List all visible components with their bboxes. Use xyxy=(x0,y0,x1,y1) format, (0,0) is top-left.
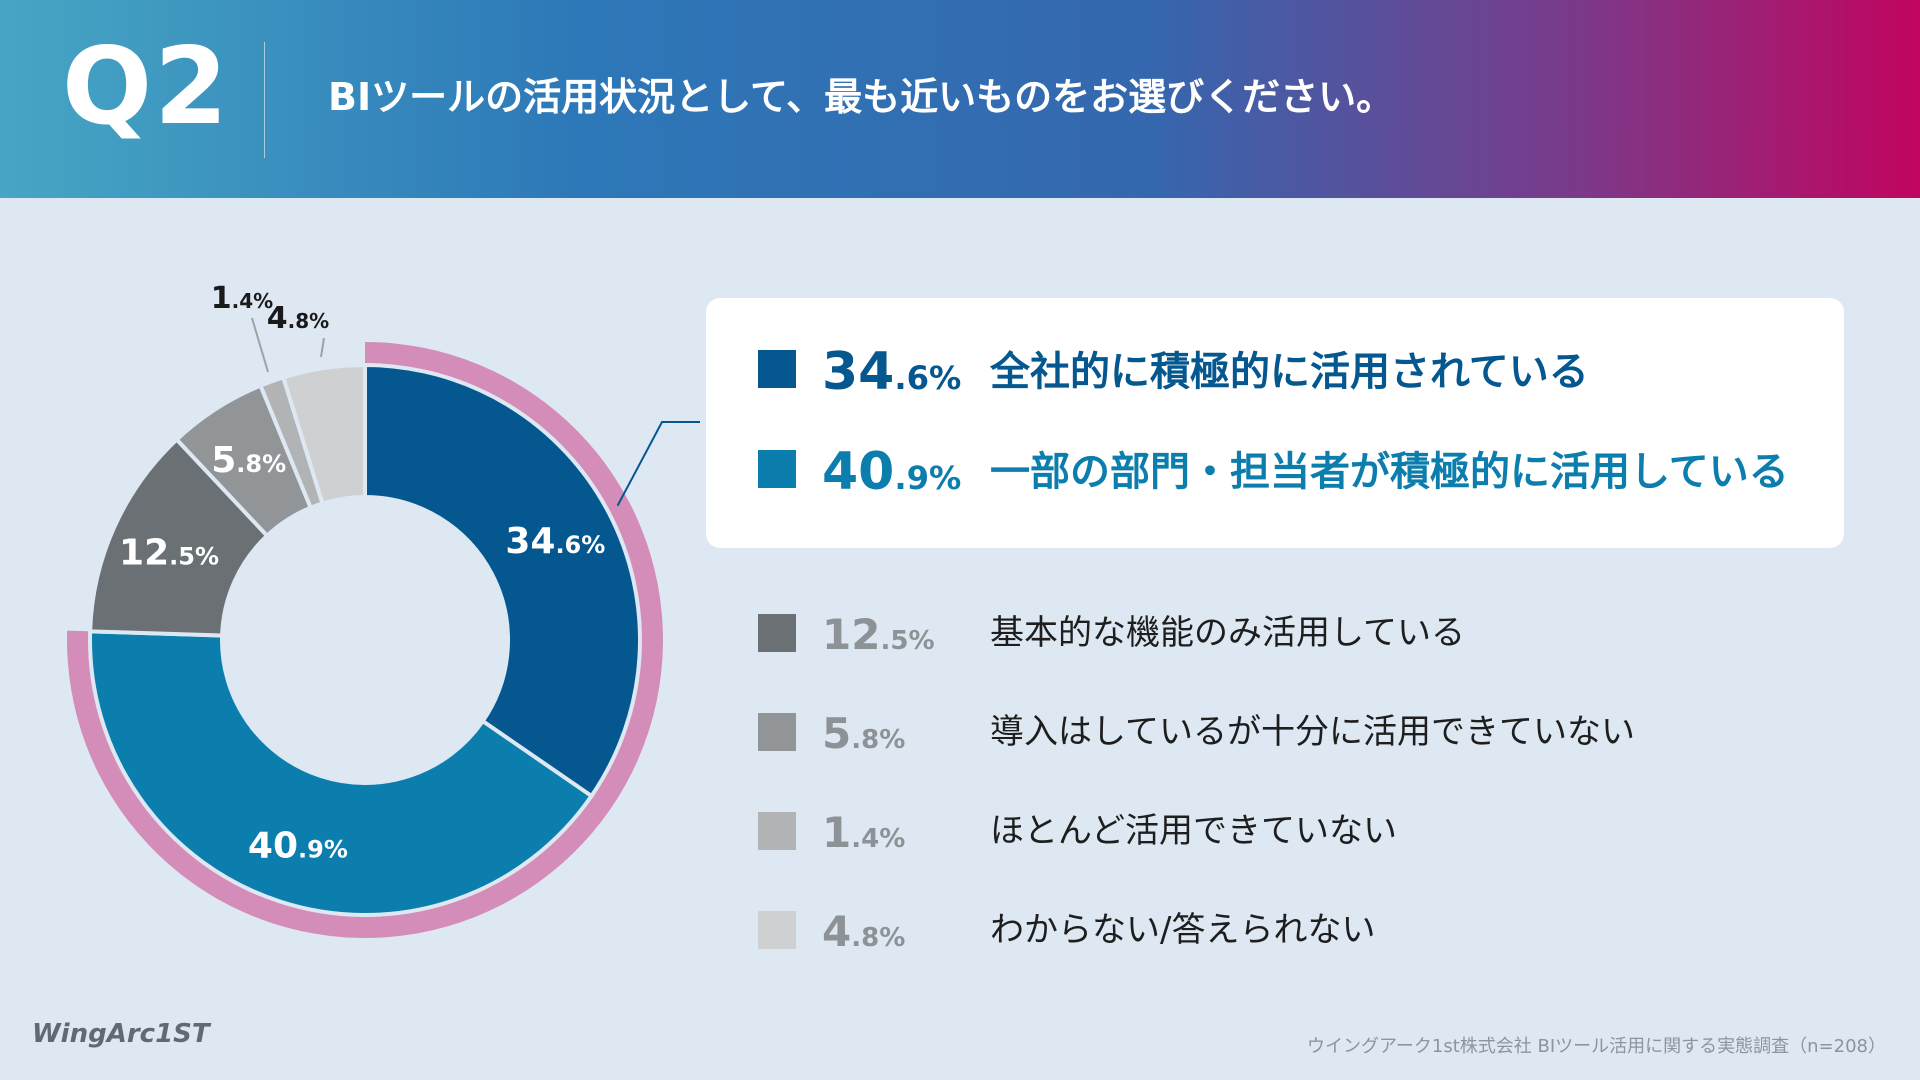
slice-label-1: 34.6% xyxy=(505,521,605,562)
legend-label: 一部の部門・担当者が積極的に活用している xyxy=(990,449,1789,495)
legend-swatch xyxy=(758,713,796,751)
donut-slice-1 xyxy=(363,362,642,799)
legend-swatch xyxy=(758,450,796,488)
legend-swatch xyxy=(758,350,796,388)
legend-label: 全社的に積極的に活用されている xyxy=(990,349,1589,395)
legend-swatch xyxy=(758,911,796,949)
callout-connector xyxy=(616,421,700,507)
slice-label-6: 4.8% xyxy=(267,301,329,336)
legend-percent: 12.5% xyxy=(822,610,935,659)
legend-percent: 34.6% xyxy=(822,342,962,402)
question-text: BIツールの活用状況として、最も近いものをお選びください。 xyxy=(328,75,1395,119)
legend-percent: 5.8% xyxy=(822,709,906,758)
question-number: Q2 xyxy=(62,25,230,148)
slice-leader-6 xyxy=(320,337,325,358)
company-logo: WingArc1ST xyxy=(32,1019,210,1049)
highlight-card xyxy=(706,298,1844,548)
header-banner: Q2 BIツールの活用状況として、最も近いものをお選びください。 xyxy=(0,0,1920,198)
header-divider xyxy=(264,42,265,158)
donut-slice-6 xyxy=(280,362,367,506)
donut-slice-2 xyxy=(88,629,595,917)
donut-chart: 34.6% 40.9% 12.5% 5.8% 1.4%4.8% xyxy=(67,281,700,938)
legend-swatch xyxy=(758,812,796,850)
legend-percent: 4.8% xyxy=(822,907,906,956)
slice-label-3: 12.5% xyxy=(119,533,219,574)
slice-label-5: 1.4% xyxy=(211,281,273,316)
legend-percent: 40.9% xyxy=(822,442,962,502)
slice-label-2: 40.9% xyxy=(248,825,348,866)
source-note: ウイングアーク1st株式会社 BIツール活用に関する実態調査（n=208） xyxy=(1306,1036,1886,1057)
legend-label: ほとんど活用できていない xyxy=(990,811,1397,851)
slice-label-4: 5.8% xyxy=(211,440,286,481)
legend-percent: 1.4% xyxy=(822,808,906,857)
legend-swatch xyxy=(758,614,796,652)
legend-label: 導入はしているが十分に活用できていない xyxy=(990,712,1635,752)
legend-label: わからない/答えられない xyxy=(990,910,1376,950)
legend-label: 基本的な機能のみ活用している xyxy=(990,613,1465,653)
slice-leader-5 xyxy=(251,317,269,373)
